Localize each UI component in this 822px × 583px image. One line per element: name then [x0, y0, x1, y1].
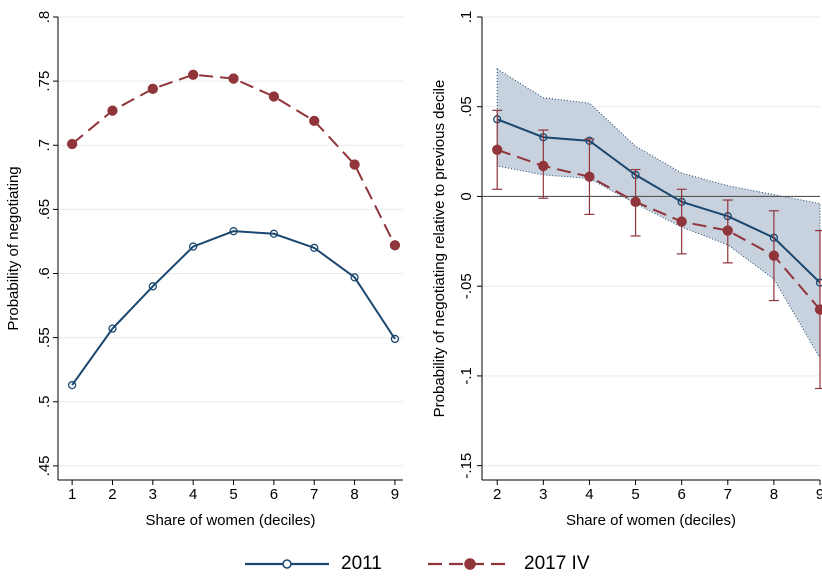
x-tick-label: 8 — [770, 486, 778, 503]
y-axis-title: Probability of negotiating relative to p… — [431, 80, 448, 418]
y-tick-label: .45 — [36, 455, 53, 476]
data-point — [310, 116, 319, 125]
data-point — [585, 172, 594, 181]
y-tick-label: .05 — [458, 96, 475, 117]
x-tick-label: 9 — [816, 486, 822, 503]
x-tick-label: 7 — [310, 486, 318, 503]
data-point — [816, 305, 822, 314]
data-point — [269, 92, 278, 101]
x-tick-label: 3 — [149, 486, 157, 503]
series-line — [72, 231, 395, 385]
data-point — [769, 251, 778, 260]
y-tick-label: -.1 — [458, 367, 475, 385]
x-tick-label: 4 — [189, 486, 197, 503]
confidence-band — [497, 69, 820, 358]
x-tick-label: 4 — [585, 486, 593, 503]
x-tick-label: 2 — [108, 486, 116, 503]
legend-label: 2011 — [341, 553, 382, 574]
x-tick-label: 5 — [229, 486, 237, 503]
y-tick-label: .6 — [36, 267, 53, 280]
data-point — [108, 106, 117, 115]
y-tick-label: .5 — [36, 396, 53, 409]
data-point — [229, 74, 238, 83]
x-tick-label: 3 — [539, 486, 547, 503]
x-tick-label: 6 — [677, 486, 685, 503]
legend-marker — [283, 560, 291, 568]
x-axis-title: Share of women (deciles) — [566, 512, 736, 529]
x-tick-label: 8 — [350, 486, 358, 503]
data-point — [390, 241, 399, 250]
legend-label: 2017 IV — [524, 553, 590, 574]
data-point — [723, 226, 732, 235]
data-point — [350, 160, 359, 169]
y-tick-label: .1 — [458, 11, 475, 24]
y-tick-label: .7 — [36, 139, 53, 152]
data-point — [631, 197, 640, 206]
data-point — [68, 139, 77, 148]
x-tick-label: 6 — [270, 486, 278, 503]
x-axis-title: Share of women (deciles) — [145, 512, 315, 529]
x-tick-label: 9 — [391, 486, 399, 503]
y-axis-title: Probability of negotiating — [5, 166, 22, 330]
x-tick-label: 2 — [493, 486, 501, 503]
data-point — [493, 145, 502, 154]
x-tick-label: 1 — [68, 486, 76, 503]
data-point — [148, 84, 157, 93]
legend-marker — [465, 559, 475, 569]
data-point — [189, 70, 198, 79]
y-tick-label: .8 — [36, 11, 53, 24]
x-tick-label: 7 — [724, 486, 732, 503]
data-point — [677, 217, 686, 226]
y-tick-label: -.15 — [458, 453, 475, 479]
series-line — [72, 75, 395, 246]
y-tick-label: 0 — [458, 192, 475, 200]
y-tick-label: -.05 — [458, 273, 475, 299]
y-tick-label: .55 — [36, 327, 53, 348]
y-tick-label: .75 — [36, 71, 53, 92]
data-point — [539, 161, 548, 170]
x-tick-label: 5 — [631, 486, 639, 503]
y-tick-label: .65 — [36, 199, 53, 220]
